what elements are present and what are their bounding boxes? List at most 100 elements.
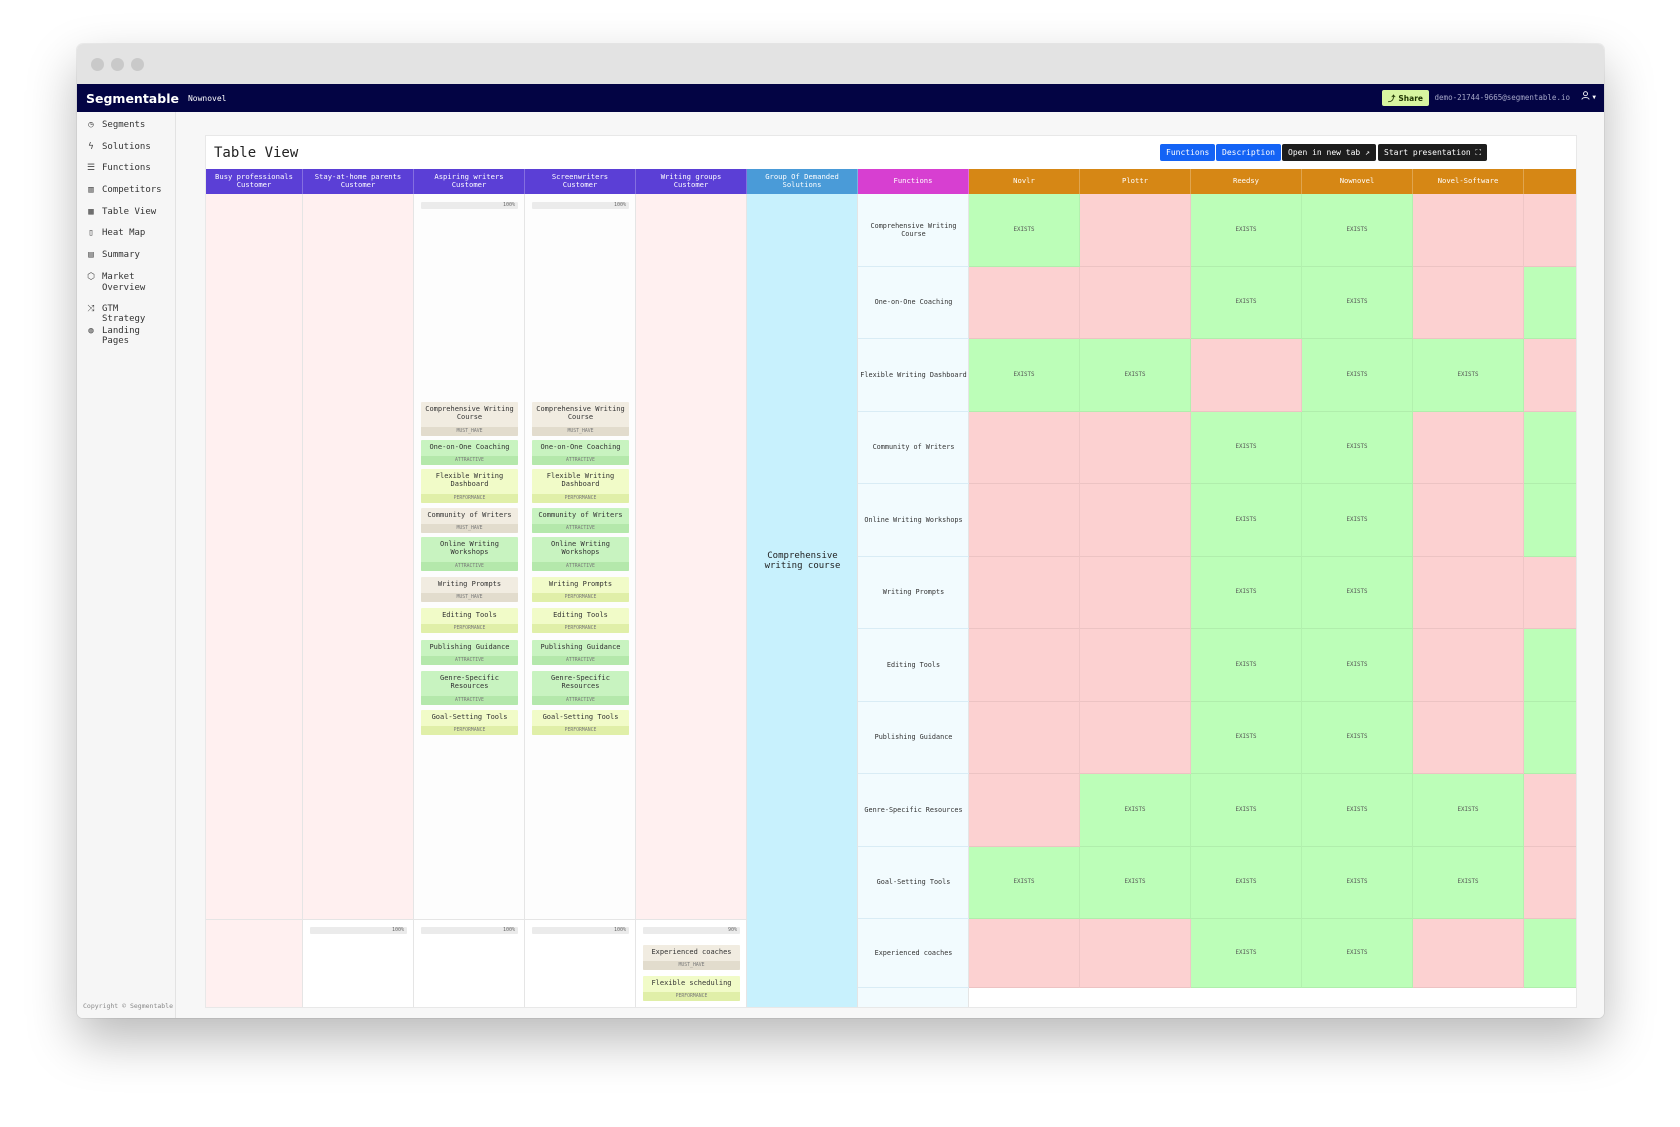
solution-tag[interactable]: Online Writing Workshops ATTRACTIVE [421, 537, 518, 571]
sidebar-item-heat-map[interactable]: ▯ Heat Map [77, 223, 175, 245]
solution-tag[interactable]: Flexible Writing Dashboard PERFORMANCE [532, 469, 629, 503]
competitor-cell-missing[interactable] [1413, 701, 1524, 774]
competitor-cell-missing[interactable] [1413, 484, 1524, 557]
sidebar-item-market-overview[interactable]: ⬡ Market Overview [77, 267, 175, 299]
window-minimize-dot[interactable] [111, 58, 124, 71]
solution-tag[interactable]: Publishing Guidance ATTRACTIVE [421, 640, 518, 665]
competitor-cell-missing[interactable] [1080, 484, 1191, 557]
competitor-cell-missing[interactable] [1413, 411, 1524, 484]
window-maximize-dot[interactable] [131, 58, 144, 71]
competitor-cell-exists[interactable]: EXISTS [1302, 774, 1413, 847]
competitor-cell-missing[interactable] [969, 774, 1080, 847]
column-header-group[interactable]: Group Of Demanded Solutions [747, 169, 858, 194]
competitor-cell-missing[interactable] [969, 266, 1080, 339]
competitor-cell-missing[interactable] [1080, 629, 1191, 702]
competitor-cell-exists[interactable]: EXISTS [1302, 266, 1413, 339]
competitor-cell-exists[interactable]: EXISTS [969, 194, 1080, 267]
sidebar-item-landing-pages[interactable]: ◍ Landing Pages [77, 321, 175, 346]
competitor-cell-exists[interactable]: EXISTS [1080, 774, 1191, 847]
functions-button[interactable]: Functions [1160, 144, 1216, 161]
competitor-cell-exists[interactable]: EXISTS [1302, 556, 1413, 629]
solution-tag[interactable]: Flexible scheduling PERFORMANCE [643, 976, 740, 1001]
competitor-cell-missing[interactable] [1413, 194, 1524, 267]
competitor-cell-exists[interactable]: EXISTS [1080, 846, 1191, 919]
solution-tag[interactable]: Genre-Specific Resources ATTRACTIVE [532, 671, 629, 705]
competitor-cell-missing[interactable] [1524, 339, 1576, 412]
description-button[interactable]: Description [1216, 144, 1281, 161]
share-button[interactable]: ⤴ Share [1381, 90, 1429, 106]
user-menu-button[interactable]: ▼ [1581, 91, 1596, 103]
competitor-cell-exists[interactable]: EXISTS [1191, 701, 1302, 774]
competitor-cell-exists[interactable]: EXISTS [969, 339, 1080, 412]
solution-tag[interactable]: Genre-Specific Resources ATTRACTIVE [421, 671, 518, 705]
solution-tag[interactable]: Community of Writers MUST_HAVE [421, 508, 518, 533]
window-close-dot[interactable] [91, 58, 104, 71]
solution-tag[interactable]: Publishing Guidance ATTRACTIVE [532, 640, 629, 665]
competitor-cell-exists[interactable]: EXISTS [1302, 919, 1413, 988]
solution-tag[interactable]: Comprehensive Writing Course MUST_HAVE [421, 402, 518, 436]
competitor-cell-missing[interactable] [1524, 774, 1576, 847]
column-header-customer[interactable]: Aspiring writers Customer [414, 169, 525, 194]
competitor-cell-missing[interactable] [1413, 919, 1524, 988]
column-header-functions[interactable]: Functions [858, 169, 969, 194]
competitor-cell-exists[interactable]: EXISTS [1302, 484, 1413, 557]
competitor-cell-missing[interactable] [1524, 846, 1576, 919]
solution-tag[interactable]: Writing Prompts PERFORMANCE [532, 577, 629, 602]
competitor-cell-exists[interactable]: EXISTS [1191, 629, 1302, 702]
competitor-cell-missing[interactable] [969, 701, 1080, 774]
solution-tag[interactable]: One-on-One Coaching ATTRACTIVE [532, 440, 629, 465]
competitor-cell-missing[interactable] [969, 629, 1080, 702]
column-header-customer[interactable]: Writing groups Customer [636, 169, 747, 194]
sidebar-item-solutions[interactable]: ϟ Solutions [77, 137, 175, 159]
solution-tag[interactable]: Flexible Writing Dashboard PERFORMANCE [421, 469, 518, 503]
solution-tag[interactable]: Editing Tools PERFORMANCE [532, 608, 629, 633]
column-header-customer[interactable]: Busy professionals Customer [206, 169, 303, 194]
sidebar-item-table-view[interactable]: ▦ Table View [77, 202, 175, 224]
competitor-cell-exists[interactable]: EXISTS [1524, 411, 1576, 484]
competitor-cell-exists[interactable]: EXISTS [1302, 194, 1413, 267]
competitor-cell-exists[interactable]: EXISTS [1191, 266, 1302, 339]
competitor-cell-exists[interactable]: EXISTS [1524, 629, 1576, 702]
solution-tag[interactable]: Goal-Setting Tools PERFORMANCE [421, 710, 518, 735]
brand-logo[interactable]: Segmentable [86, 90, 179, 106]
solution-tag[interactable]: Online Writing Workshops ATTRACTIVE [532, 537, 629, 571]
solution-tag[interactable]: Experienced coaches MUST_HAVE [643, 945, 740, 970]
competitor-cell-exists[interactable]: EXISTS [969, 846, 1080, 919]
competitor-cell-exists[interactable]: EXISTS [1191, 919, 1302, 988]
competitor-cell-exists[interactable]: EXISTS [1524, 484, 1576, 557]
competitor-cell-exists[interactable]: EXISTS [1302, 411, 1413, 484]
competitor-cell-missing[interactable] [969, 556, 1080, 629]
competitor-cell-exists[interactable]: EXISTS [1413, 846, 1524, 919]
competitor-cell-exists[interactable]: EXISTS [1191, 846, 1302, 919]
sidebar-item-functions[interactable]: ☰ Functions [77, 158, 175, 180]
competitor-cell-exists[interactable]: EXISTS [1302, 846, 1413, 919]
competitor-cell-exists[interactable]: EXISTS [1524, 701, 1576, 774]
competitor-cell-missing[interactable] [1080, 701, 1191, 774]
column-header-competitor[interactable]: Reedsy [1191, 169, 1302, 194]
competitor-cell-exists[interactable]: EXISTS [1524, 266, 1576, 339]
competitor-cell-missing[interactable] [1524, 556, 1576, 629]
competitor-cell-missing[interactable] [1524, 194, 1576, 267]
sidebar-item-segments[interactable]: ◷ Segments [77, 115, 175, 137]
competitor-cell-missing[interactable] [969, 411, 1080, 484]
competitor-cell-missing[interactable] [1191, 339, 1302, 412]
open-new-tab-button[interactable]: Open in new tab ↗ [1282, 144, 1376, 161]
sidebar-item-summary[interactable]: ▤ Summary [77, 245, 175, 267]
competitor-cell-missing[interactable] [1413, 266, 1524, 339]
column-header-competitor[interactable]: Nownovel [1302, 169, 1413, 194]
competitor-cell-missing[interactable] [1413, 556, 1524, 629]
start-presentation-button[interactable]: Start presentation ⛶ [1378, 144, 1488, 161]
solution-tag[interactable]: Writing Prompts MUST_HAVE [421, 577, 518, 602]
competitor-cell-missing[interactable] [1080, 411, 1191, 484]
solution-tag[interactable]: Editing Tools PERFORMANCE [421, 608, 518, 633]
competitor-cell-missing[interactable] [1080, 266, 1191, 339]
column-header-competitor[interactable]: Plottr [1080, 169, 1191, 194]
competitor-cell-exists[interactable]: EXISTS [1191, 411, 1302, 484]
competitor-cell-missing[interactable] [969, 919, 1080, 988]
column-header-competitor[interactable]: Novlr [969, 169, 1080, 194]
competitor-cell-missing[interactable] [1080, 556, 1191, 629]
competitor-cell-exists[interactable]: EXISTS [1191, 774, 1302, 847]
competitor-cell-exists[interactable]: EXISTS [1413, 339, 1524, 412]
competitor-cell-exists[interactable]: EXISTS [1191, 484, 1302, 557]
